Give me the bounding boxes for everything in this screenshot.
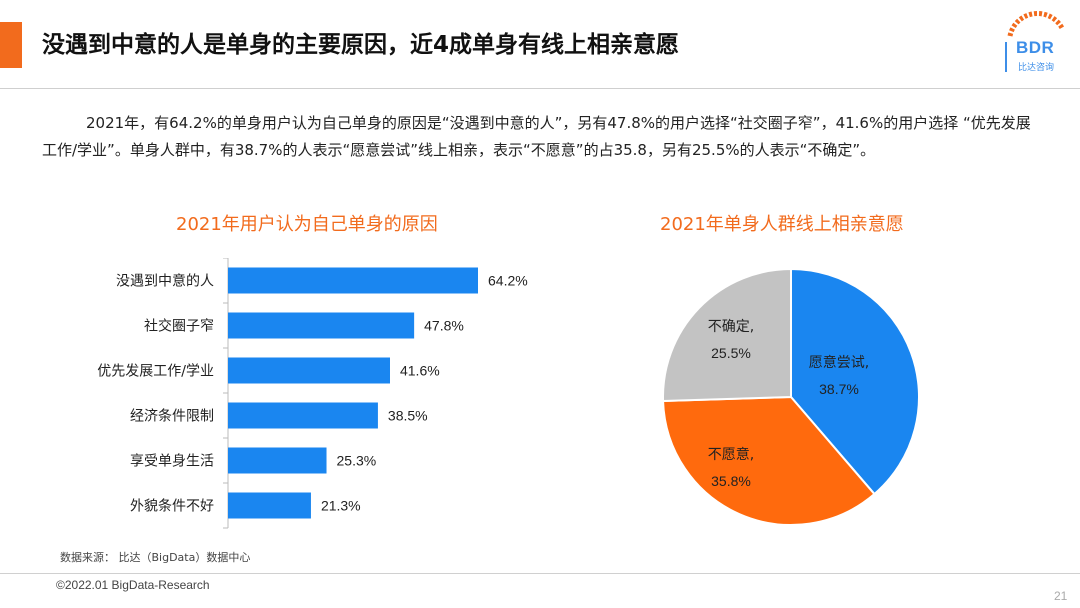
logo-subtitle: 比达咨询 <box>1018 63 1055 73</box>
pie-slice-value: 38.7% <box>819 381 859 397</box>
bar <box>228 312 415 339</box>
bar-category-label: 社交圈子窄 <box>144 318 214 335</box>
bar-category-label: 外貌条件不好 <box>130 498 214 515</box>
bar <box>228 267 478 294</box>
pie-slice-name: 愿意尝试, <box>809 354 869 371</box>
bar-value-label: 21.3% <box>321 498 361 514</box>
pie-slice <box>790 267 920 496</box>
pie-slice <box>662 395 876 526</box>
page-title: 没遇到中意的人是单身的主要原因，近4成单身有线上相亲意愿 <box>42 32 680 58</box>
bar-category-label: 享受单身生活 <box>130 453 214 470</box>
bar-chart-title: 2021年用户认为自己单身的原因 <box>176 214 438 235</box>
bar-value-label: 47.8% <box>424 318 464 334</box>
bar-value-label: 25.3% <box>337 453 377 469</box>
bar-value-label: 38.5% <box>388 408 428 424</box>
bar-chart: 没遇到中意的人 64.2% 社交圈子窄 47.8% 优先发展工作/学业 41.6% 经济条件… <box>97 258 528 529</box>
bar <box>228 447 327 474</box>
bar <box>228 402 378 429</box>
bar <box>228 492 311 519</box>
bdr-logo-icon <box>1005 10 1065 72</box>
pie-chart: 愿意尝试, 38.7% 不愿意, 35.8% 不确定, 25.5% <box>662 267 920 526</box>
title-accent-bar <box>0 22 22 68</box>
page-number: 21 <box>1054 589 1068 603</box>
logo-text: BDR <box>1016 38 1055 57</box>
pie-slice-value: 25.5% <box>711 345 751 361</box>
pie-chart-title: 2021年单身人群线上相亲意愿 <box>660 214 904 235</box>
pie-slice-name: 不确定, <box>708 319 754 335</box>
bar-category-label: 优先发展工作/学业 <box>97 364 214 380</box>
data-source: 数据来源： 比达（BigData）数据中心 <box>60 551 251 564</box>
bar-category-label: 经济条件限制 <box>130 408 214 425</box>
copyright: ©2022.01 BigData-Research <box>56 578 210 592</box>
bar <box>228 357 390 384</box>
header-divider <box>0 88 1080 89</box>
pie-slice <box>662 267 792 403</box>
pie-slice-name: 不愿意, <box>708 446 754 463</box>
footer-divider <box>0 573 1080 574</box>
summary-paragraph: 2021年，有64.2%的单身用户认为自己单身的原因是“没遇到中意的人”，另有4… <box>42 110 1042 164</box>
summary-text: 2021年，有64.2%的单身用户认为自己单身的原因是“没遇到中意的人”，另有4… <box>42 114 1031 159</box>
bar-value-label: 64.2% <box>488 273 528 289</box>
pie-slice-value: 35.8% <box>711 473 751 489</box>
bar-value-label: 41.6% <box>400 363 440 379</box>
bar-category-label: 没遇到中意的人 <box>116 273 214 290</box>
